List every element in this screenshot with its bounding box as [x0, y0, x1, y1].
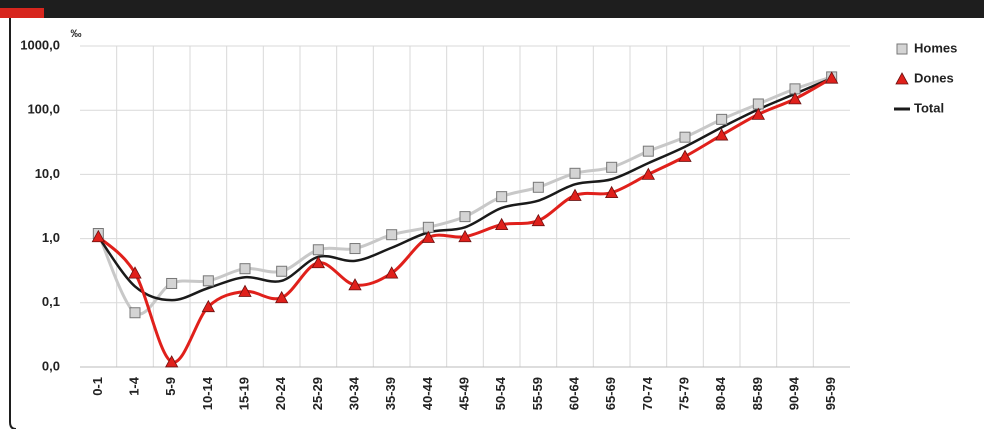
data-point [716, 113, 728, 125]
x-tick-label: 25-29 [310, 377, 325, 410]
x-tick-label: 5-9 [163, 377, 178, 396]
x-tick-label: 20-24 [273, 376, 288, 410]
x-tick-label: 10-14 [200, 376, 215, 410]
x-tick-label: 1-4 [126, 376, 141, 396]
data-point [752, 98, 764, 110]
legend-label: Dones [914, 70, 954, 85]
data-point [679, 131, 691, 143]
x-tick-label: 50-54 [493, 376, 508, 410]
y-unit: ‰ [71, 28, 82, 40]
data-point [164, 355, 179, 368]
data-point [641, 167, 656, 180]
series-line [97, 77, 833, 302]
data-point [274, 290, 289, 304]
x-tick-label: 0-1 [90, 377, 105, 396]
data-point [348, 278, 362, 291]
data-point [421, 230, 436, 243]
legend-label: Homes [914, 40, 957, 55]
header-accent [0, 8, 44, 18]
data-point [714, 128, 729, 141]
data-point [531, 213, 546, 227]
x-tick-label: 75-79 [676, 377, 691, 410]
y-tick-label: 1000,0 [20, 37, 60, 52]
data-point [604, 185, 619, 199]
data-point [129, 307, 141, 319]
x-tick-label: 55-59 [530, 377, 545, 410]
data-point [824, 71, 839, 84]
data-point [384, 266, 399, 279]
y-tick-label: 0,0 [42, 358, 60, 373]
data-point [751, 107, 766, 120]
data-point [678, 149, 692, 162]
data-point [239, 263, 251, 275]
data-point [91, 229, 106, 243]
frame [9, 18, 17, 429]
x-tick-label: 70-74 [640, 376, 655, 410]
data-point [166, 277, 178, 289]
x-tick-label: 65-69 [603, 377, 618, 410]
x-tick-label: 60-64 [566, 376, 581, 410]
x-tick-label: 95-99 [823, 377, 838, 410]
legend-swatch [895, 72, 909, 85]
data-point [569, 167, 581, 179]
y-tick-label: 1,0 [42, 230, 60, 245]
y-tick-label: 0,1 [42, 294, 60, 309]
data-point [202, 275, 214, 287]
x-tick-label: 35-39 [383, 377, 398, 410]
data-point [201, 299, 216, 313]
x-tick-label: 90-94 [786, 376, 801, 410]
data-point [386, 229, 398, 241]
data-point [458, 229, 472, 243]
data-point [238, 284, 252, 297]
data-point [606, 161, 618, 173]
data-point [312, 244, 324, 256]
x-tick-label: 85-89 [750, 377, 765, 410]
data-point [788, 92, 802, 105]
x-tick-label: 15-19 [236, 377, 251, 410]
x-tick-label: 45-49 [456, 377, 471, 410]
data-point [568, 188, 582, 201]
data-point [311, 255, 326, 269]
data-point [459, 211, 471, 223]
y-tick-label: 10,0 [35, 166, 60, 181]
header-bar [0, 0, 984, 18]
y-tick-label: 100,0 [27, 102, 60, 117]
data-point [496, 191, 508, 203]
x-tick-label: 80-84 [713, 376, 728, 410]
data-point [642, 145, 654, 157]
legend-swatch [896, 43, 908, 55]
x-tick-label: 40-44 [420, 376, 435, 410]
legend-label: Total [914, 100, 944, 115]
data-point [349, 243, 361, 255]
data-point [532, 181, 544, 193]
data-point [276, 265, 288, 277]
data-point [128, 266, 142, 279]
x-tick-label: 30-34 [346, 376, 361, 410]
data-point [494, 217, 509, 231]
